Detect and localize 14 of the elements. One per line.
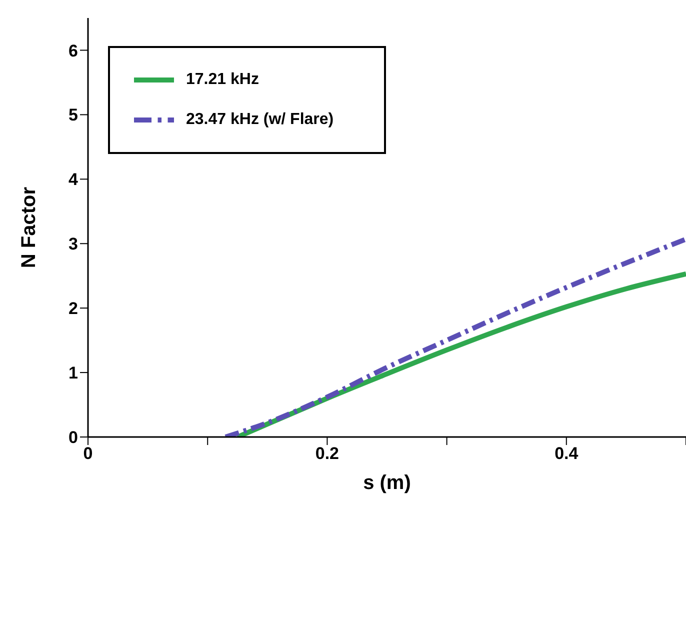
legend-label: 23.47 kHz (w/ Flare) bbox=[186, 110, 334, 128]
y-tick-label: 5 bbox=[68, 106, 78, 125]
legend-label: 17.21 kHz bbox=[186, 70, 259, 88]
y-axis-title: N Factor bbox=[18, 186, 40, 268]
y-tick-label: 3 bbox=[68, 234, 78, 254]
x-tick-label: 0 bbox=[83, 444, 93, 464]
y-tick-label: 6 bbox=[68, 41, 78, 60]
y-tick-label: 0 bbox=[68, 428, 78, 448]
y-tick-label: 4 bbox=[68, 170, 79, 190]
x-tick-label: 0.2 bbox=[315, 444, 340, 464]
x-axis-title: s (m) bbox=[363, 472, 411, 494]
y-tick-label: 2 bbox=[68, 299, 78, 318]
y-tick-label: 1 bbox=[68, 364, 78, 383]
x-tick-label: 0.4 bbox=[554, 444, 579, 464]
